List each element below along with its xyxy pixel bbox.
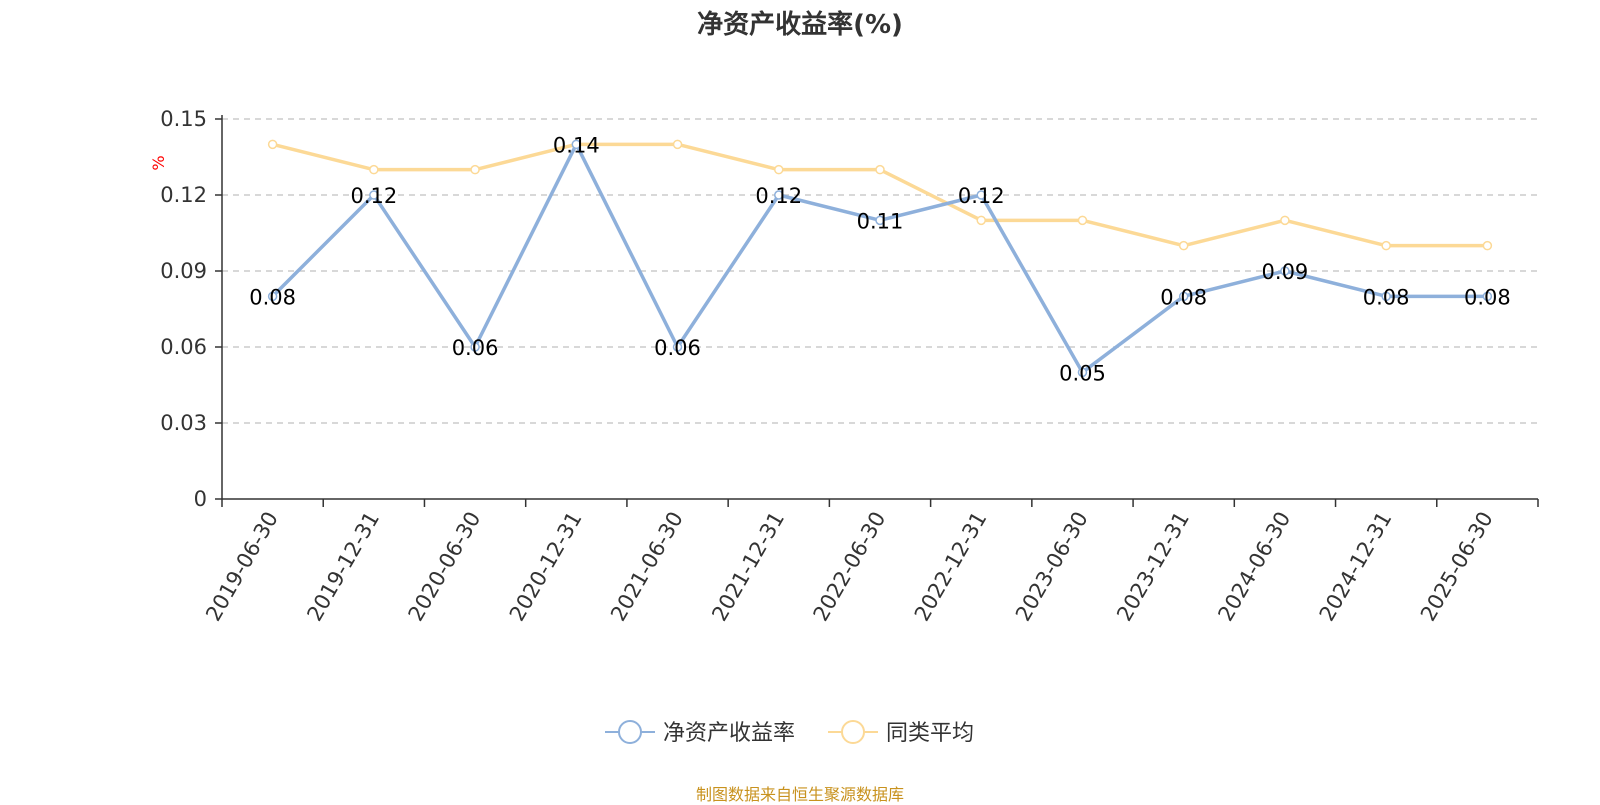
data-label: 0.06 [452,336,499,360]
data-label: 0.12 [958,184,1005,208]
data-point [1178,291,1189,302]
data-point [976,190,986,200]
data-label: 0.08 [1464,285,1511,309]
y-tick-label: 0.15 [160,107,207,131]
y-tick-label: 0.06 [160,335,207,359]
data-point [875,215,885,226]
y-axis-unit-label: % [149,155,168,170]
data-point [672,342,683,352]
data-point [1178,240,1189,251]
data-point [1381,240,1391,251]
data-label: 0.11 [857,209,904,233]
data-label: 0.06 [654,336,701,360]
chart-title: 净资产收益率(%) [697,10,903,40]
data-label: 0.09 [1262,260,1309,284]
x-tick-label: 2023-12-31 [1112,508,1194,626]
legend-label: 净资产收益率 [663,721,795,746]
x-tick-label: 2019-06-30 [201,508,283,626]
data-point [875,164,885,175]
data-label: 0.12 [350,184,397,208]
x-tick-label: 2021-06-30 [606,508,688,626]
data-point [267,291,278,302]
data-label: 0.05 [1059,361,1106,385]
grid-lines [222,118,1538,424]
data-point [1077,215,1088,226]
data-point [470,164,480,175]
data-label: 0.08 [1363,285,1410,309]
legend-marker [841,720,865,744]
data-label: 0.12 [755,184,802,208]
x-tick-label: 2019-12-31 [302,508,384,626]
data-point [1077,367,1088,378]
x-tick-label: 2021-12-31 [707,508,789,626]
data-point [267,139,278,150]
y-tick-label: 0 [194,487,207,511]
y-tick-label: 0.12 [160,183,207,207]
data-point [1280,215,1290,226]
x-tick-label: 2024-12-31 [1315,508,1397,626]
data-point [774,190,784,200]
data-point [1482,240,1493,251]
data-labels: 0.08 0.12 0.06 0.14 0.06 0.12 0.11 0.12 0.05 0.08… [249,133,1511,385]
data-point [369,164,379,175]
y-tick-label: 0.03 [160,411,207,435]
data-label: 0.08 [1160,285,1207,309]
data-label: 0.08 [249,285,296,309]
x-tick-label: 2020-12-31 [505,508,587,626]
data-label: 0.14 [553,133,600,157]
data-point [672,139,683,150]
data-point [1482,291,1493,302]
x-tick-label: 2022-12-31 [910,507,992,625]
legend-marker [618,720,642,744]
legend-label: 同类平均 [886,721,974,746]
data-point [976,215,986,226]
data-point [1381,291,1391,302]
data-point [369,190,379,200]
data-point [470,342,480,352]
x-tick-label: 2020-06-30 [404,507,486,625]
source-note: 制图数据来自恒生聚源数据库 [695,785,904,804]
x-tick-label: 2024-06-30 [1213,508,1295,626]
data-point [1280,266,1290,276]
data-point [571,139,582,150]
x-tick-label: 2022-06-30 [809,508,891,626]
x-tick-label: 2025-06-30 [1416,508,1498,626]
data-point [774,164,784,175]
series-points [267,139,1493,378]
y-tick-label: 0.09 [160,259,207,283]
legend: 净资产收益率 同类平均 [605,720,974,746]
x-tick-label: 2023-06-30 [1011,508,1093,626]
